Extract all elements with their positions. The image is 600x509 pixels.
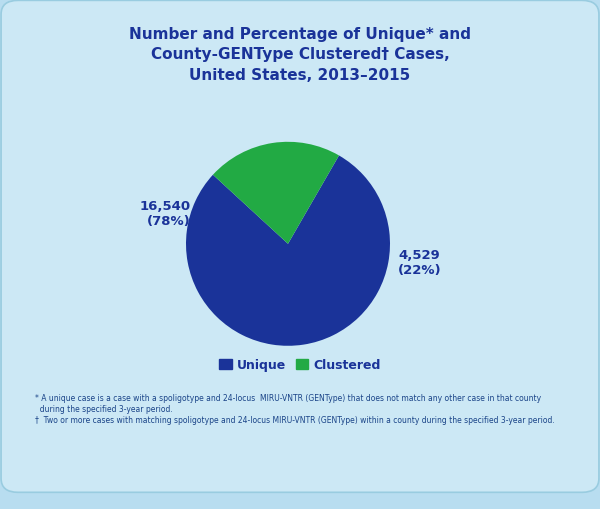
Text: 4,529
(22%): 4,529 (22%) bbox=[398, 249, 442, 276]
FancyBboxPatch shape bbox=[1, 2, 599, 492]
Wedge shape bbox=[186, 156, 390, 346]
Text: * A unique case is a case with a spoligotype and 24-locus  MIRU-VNTR (GENType) t: * A unique case is a case with a spoligo… bbox=[35, 393, 554, 425]
Wedge shape bbox=[213, 143, 339, 244]
Text: 16,540
(78%): 16,540 (78%) bbox=[140, 200, 191, 228]
Legend: Unique, Clustered: Unique, Clustered bbox=[214, 354, 386, 377]
Text: Number and Percentage of Unique* and
County-GENType Clustered† Cases,
United Sta: Number and Percentage of Unique* and Cou… bbox=[129, 27, 471, 82]
